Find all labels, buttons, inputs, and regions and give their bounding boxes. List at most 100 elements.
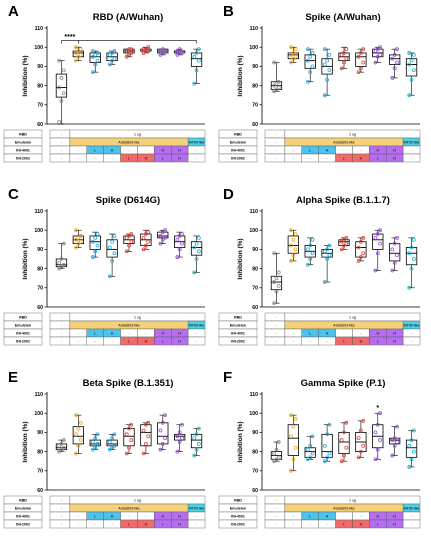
data-point xyxy=(192,270,197,275)
data-point xyxy=(74,45,78,50)
table-cell-text: H xyxy=(326,331,329,335)
panel-B: B Spike (A/Wuhan) 60 70 80 90 100 110 Inhibition… xyxy=(218,3,421,163)
table-cell-text: - xyxy=(343,331,345,335)
data-point xyxy=(196,235,201,240)
data-point xyxy=(276,440,281,444)
box-group-9 xyxy=(405,428,418,469)
table-cell-text: - xyxy=(61,140,63,144)
data-point xyxy=(78,47,83,52)
data-point xyxy=(289,259,293,263)
data-point xyxy=(175,255,180,259)
data-point xyxy=(76,241,81,246)
data-point xyxy=(175,237,180,242)
data-point xyxy=(158,49,163,53)
data-point xyxy=(358,255,363,259)
data-point xyxy=(78,52,83,57)
data-point xyxy=(322,47,327,52)
condition-table: RBD Emulsion INI-4001 INI-2002 - 1 ug - AddaS03… xyxy=(218,312,421,346)
box xyxy=(287,235,299,254)
table-cell-text: - xyxy=(411,514,413,518)
data-point xyxy=(361,443,366,448)
condition-table: RBD Emulsion INI-4001 INI-2002 - 1 ug - AddaS03… xyxy=(3,129,206,163)
data-point xyxy=(112,49,117,53)
box xyxy=(405,439,418,458)
table-cell-text: - xyxy=(61,522,63,526)
table-cell-text: - xyxy=(327,522,329,526)
data-point xyxy=(325,432,330,437)
data-point xyxy=(274,447,279,452)
table-cell-text: H xyxy=(393,148,396,152)
table-cell-text: L xyxy=(343,522,345,526)
data-point xyxy=(310,64,315,69)
table-cell-text: - xyxy=(343,148,345,152)
data-point xyxy=(59,264,64,269)
data-point xyxy=(57,120,62,124)
data-point xyxy=(322,93,327,98)
table-cell-text: L xyxy=(343,339,345,343)
data-point xyxy=(327,243,332,248)
data-point xyxy=(409,438,414,442)
y-tick-label: 60 xyxy=(252,122,258,128)
box-group-8 xyxy=(174,47,186,57)
box-group-4 xyxy=(321,422,333,464)
data-point xyxy=(310,251,315,256)
box-group-3 xyxy=(304,434,316,462)
condition-table: RBD Emulsion INI-4001 INI-2002 - 1 ug - AddaS03… xyxy=(3,495,206,529)
data-point xyxy=(61,91,66,96)
data-point xyxy=(107,245,112,250)
table-cell xyxy=(187,336,206,346)
table-cell-text: L xyxy=(377,339,379,343)
data-point xyxy=(146,49,151,53)
y-axis-label: Inhibition (%) xyxy=(22,55,29,96)
panel-E: E Beta Spike (B.1.351) 60 70 80 90 100 110 Inhib… xyxy=(3,369,206,529)
data-point xyxy=(194,51,199,55)
data-point xyxy=(378,52,382,57)
data-point xyxy=(344,235,349,240)
table-cell-text: AddaS03-like xyxy=(118,506,139,510)
box-group-7 xyxy=(157,413,169,452)
table-cell-text: H xyxy=(111,331,114,335)
table-row-label: INI-2002 xyxy=(231,156,245,160)
data-point xyxy=(57,58,62,63)
data-point xyxy=(93,62,98,67)
data-point xyxy=(74,245,78,250)
table-cell-text: H xyxy=(178,514,181,518)
data-point xyxy=(276,85,281,90)
data-point xyxy=(163,49,167,53)
data-point xyxy=(74,432,78,437)
data-point xyxy=(339,247,344,252)
data-point xyxy=(160,237,165,242)
data-point xyxy=(124,249,129,254)
box-group-6 xyxy=(140,420,152,456)
table-cell-text: - xyxy=(78,331,80,335)
data-point xyxy=(361,418,366,423)
data-point xyxy=(411,257,416,261)
table-cell-text: H xyxy=(161,331,164,335)
data-point xyxy=(95,232,100,236)
y-axis-label: Inhibition (%) xyxy=(22,238,29,279)
data-point xyxy=(129,232,134,236)
data-point xyxy=(175,434,180,439)
data-point xyxy=(146,420,151,425)
table-row-label: RBD xyxy=(19,498,27,502)
data-point xyxy=(306,262,310,267)
y-axis-label: Inhibition (%) xyxy=(237,238,244,279)
box-group-2 xyxy=(287,228,299,263)
box-group-1 xyxy=(55,241,68,271)
data-point xyxy=(141,51,146,55)
table-cell-text: H xyxy=(393,522,396,526)
data-point xyxy=(93,445,98,450)
data-point xyxy=(180,51,184,55)
table-cell-text: MF59-like xyxy=(404,506,420,510)
box-group-4 xyxy=(321,243,333,284)
panel-letter: B xyxy=(223,3,234,20)
table-cell-text: H xyxy=(393,514,396,518)
y-axis-label: Inhibition (%) xyxy=(237,55,244,96)
table-cell-text: AddaS03-like xyxy=(118,323,139,327)
data-point xyxy=(310,434,315,439)
box-group-1 xyxy=(270,60,283,94)
table-row-label: RBD xyxy=(234,315,242,319)
table-cell-text: - xyxy=(293,514,295,518)
table-cell-text: - xyxy=(293,331,295,335)
panel-title: Spike (D614G) xyxy=(96,195,160,206)
